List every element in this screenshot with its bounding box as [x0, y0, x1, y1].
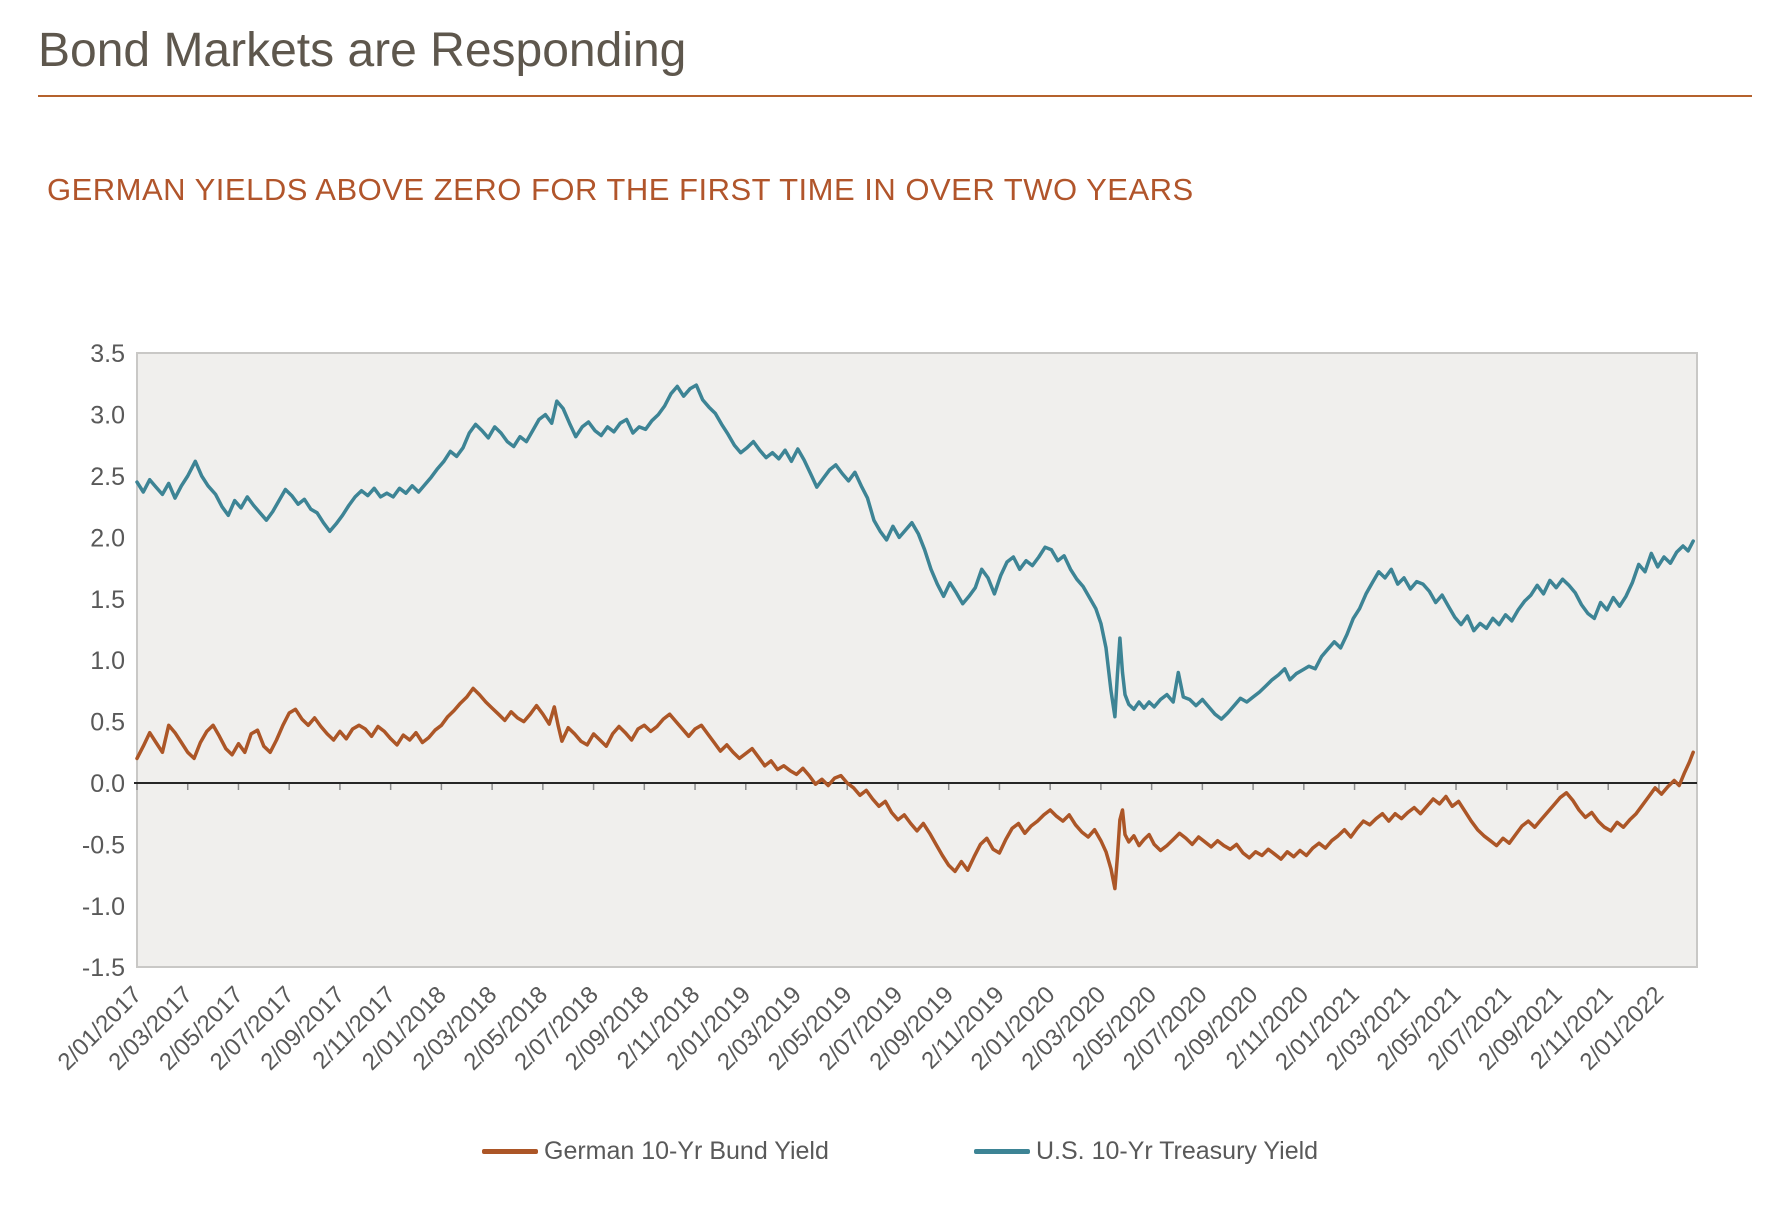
- title-underline: [38, 95, 1752, 97]
- y-axis-label: 0.5: [90, 709, 125, 737]
- y-axis-labels: 3.5 3.0 2.5 2.0 1.5 1.0 0.5 0.0 -0.5 -1.0 -1.5: [82, 340, 125, 982]
- german-series-line: [135, 686, 1695, 891]
- y-axis-label: 1.0: [90, 647, 125, 675]
- page-title: Bond Markets are Responding: [38, 24, 687, 77]
- x-axis-labels: 2/01/20172/03/20172/05/20172/07/20172/09…: [53, 981, 1670, 1076]
- yield-line-chart: 3.5 3.0 2.5 2.0 1.5 1.0 0.5 0.0 -0.5 -1.0 -1.5 2/0…: [53, 340, 1698, 1076]
- y-axis-label: 3.5: [90, 340, 125, 368]
- legend-label-german: German 10-Yr Bund Yield: [544, 1136, 829, 1165]
- y-axis-label: 1.5: [90, 586, 125, 614]
- subtitle: GERMAN YIELDS ABOVE ZERO FOR THE FIRST T…: [47, 172, 1194, 207]
- y-axis-label: -1.5: [82, 954, 125, 982]
- german-line-swatch: [482, 1148, 538, 1154]
- legend-label-us: U.S. 10-Yr Treasury Yield: [1036, 1136, 1319, 1165]
- y-axis-label: 2.5: [90, 463, 125, 491]
- y-axis-label: -0.5: [82, 831, 125, 859]
- legend-item-us: U.S. 10-Yr Treasury Yield: [974, 1136, 1318, 1166]
- us-series-line: [135, 383, 1695, 721]
- legend: German 10-Yr Bund Yield U.S. 10-Yr Treas…: [0, 1136, 1790, 1170]
- series-lines: [135, 383, 1695, 891]
- legend-item-german: German 10-Yr Bund Yield: [482, 1136, 829, 1166]
- y-axis-label: 0.0: [90, 770, 125, 798]
- x-axis-ticks: [136, 783, 1660, 790]
- y-axis-label: 3.0: [90, 402, 125, 430]
- y-axis-label: -1.0: [82, 893, 125, 921]
- plot-area: [136, 352, 1698, 968]
- us-line-swatch: [974, 1148, 1030, 1154]
- y-axis-label: 2.0: [90, 524, 125, 552]
